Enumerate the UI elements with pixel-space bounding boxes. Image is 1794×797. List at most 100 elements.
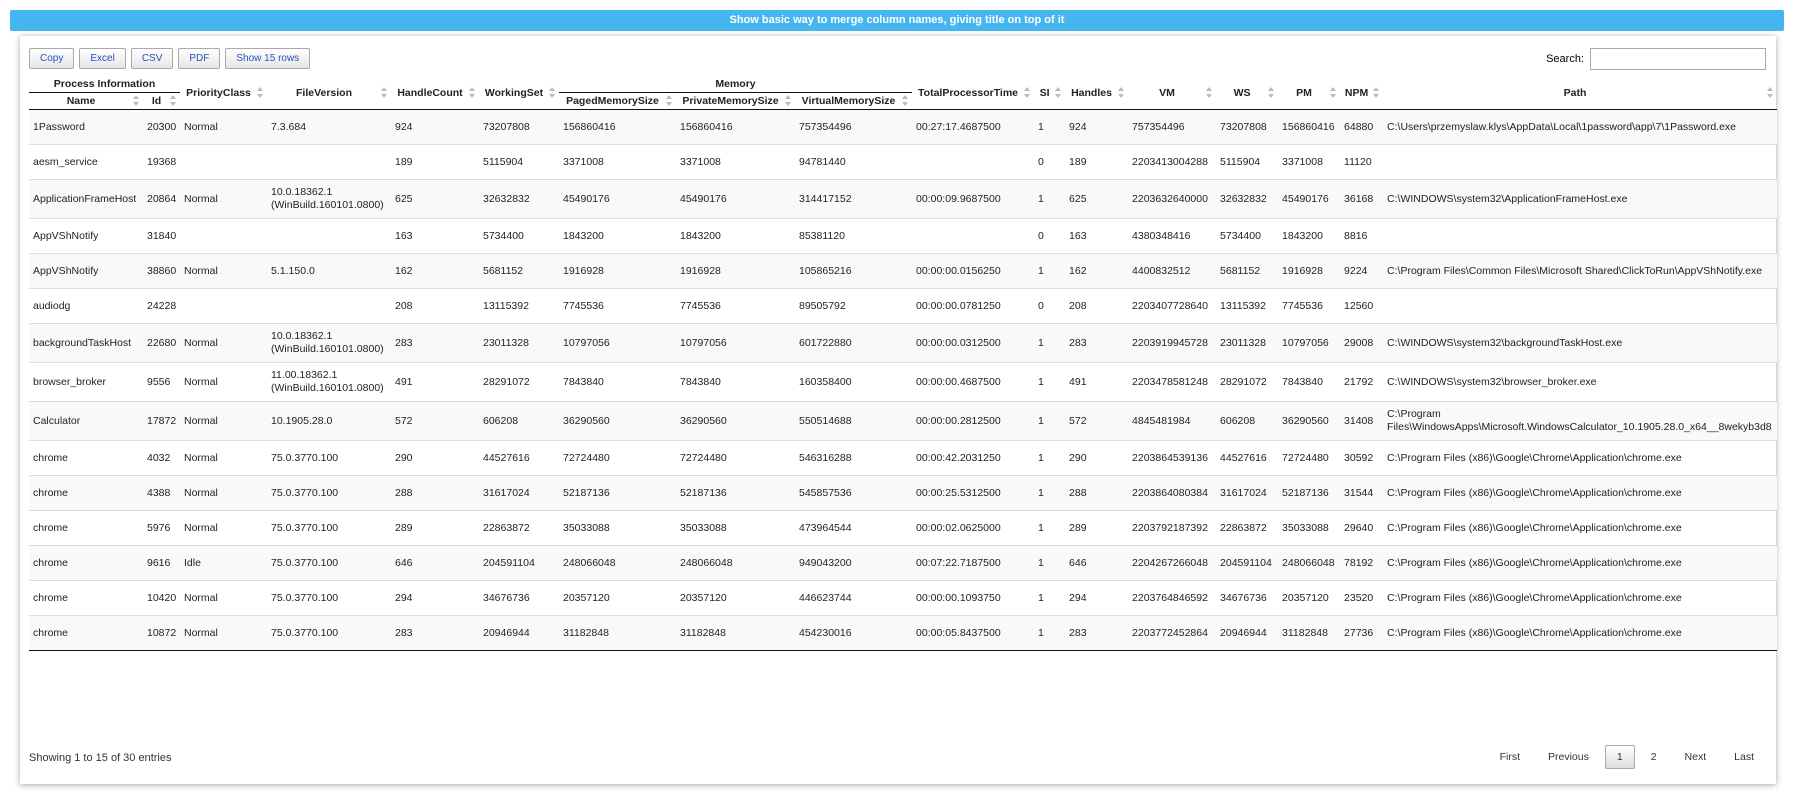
table-cell: Normal bbox=[180, 179, 267, 219]
page-button[interactable]: 2 bbox=[1650, 751, 1657, 763]
table-cell: 89505792 bbox=[795, 288, 913, 324]
table-cell: 10797056 bbox=[676, 323, 795, 363]
column-header[interactable]: VirtualMemorySize bbox=[795, 92, 913, 110]
table-cell: 94781440 bbox=[795, 144, 913, 180]
table-cell: AppVShNotify bbox=[29, 253, 143, 289]
table-row: AppVShNotify 31840 163 5734400 1843200 184320… bbox=[29, 218, 1778, 254]
table-cell: 20357120 bbox=[1278, 580, 1341, 616]
table-cell: 31182848 bbox=[1278, 615, 1341, 651]
column-header[interactable]: PM bbox=[1278, 76, 1341, 110]
table-cell: 1 bbox=[1034, 440, 1066, 476]
column-header[interactable]: Path bbox=[1383, 76, 1778, 110]
table-cell: 5734400 bbox=[1216, 218, 1279, 254]
table-cell: 7843840 bbox=[1278, 362, 1341, 402]
table-cell: ApplicationFrameHost bbox=[29, 179, 143, 219]
column-header[interactable]: Name bbox=[29, 92, 143, 110]
table-cell: 24228 bbox=[143, 288, 180, 324]
column-header[interactable]: TotalProcessorTime bbox=[912, 76, 1035, 110]
page-button[interactable]: Last bbox=[1734, 751, 1754, 763]
page-title: Show basic way to merge column names, gi… bbox=[10, 10, 1784, 31]
table-cell: 75.0.3770.100 bbox=[267, 545, 391, 581]
export-button[interactable]: Copy bbox=[29, 48, 75, 69]
column-header[interactable]: FileVersion bbox=[267, 76, 391, 110]
column-header[interactable]: Handles bbox=[1065, 76, 1129, 110]
page-button[interactable]: Previous bbox=[1548, 751, 1589, 763]
table-row: Calculator 17872 Normal 10.1905.28.0 572 6062… bbox=[29, 401, 1778, 441]
table-cell: 4400832512 bbox=[1128, 253, 1217, 289]
table-cell: 8816 bbox=[1340, 218, 1384, 254]
table-cell: 85381120 bbox=[795, 218, 913, 254]
column-header[interactable]: VM bbox=[1128, 76, 1217, 110]
table-row: chrome 4032 Normal 75.0.3770.100 290 44527616… bbox=[29, 440, 1778, 476]
table-cell: Normal bbox=[180, 440, 267, 476]
table-cell: C:\Users\przemyslaw.klys\AppData\Local\1… bbox=[1383, 109, 1778, 145]
column-header[interactable]: PagedMemorySize bbox=[559, 92, 676, 110]
table-cell: aesm_service bbox=[29, 144, 143, 180]
table-cell bbox=[180, 144, 267, 180]
table-cell: 5681152 bbox=[479, 253, 559, 289]
table-cell: 283 bbox=[391, 323, 479, 363]
table-row: AppVShNotify 38860 Normal 5.1.150.0 162 56811… bbox=[29, 253, 1778, 289]
export-button[interactable]: Show 15 rows bbox=[225, 48, 311, 69]
table-cell: 646 bbox=[1065, 545, 1129, 581]
column-header[interactable]: HandleCount bbox=[391, 76, 479, 110]
column-header[interactable]: PrivateMemorySize bbox=[676, 92, 795, 110]
table-cell: 36290560 bbox=[559, 401, 676, 441]
export-button[interactable]: PDF bbox=[178, 48, 221, 69]
table-cell: 20946944 bbox=[1216, 615, 1279, 651]
column-header[interactable]: PriorityClass bbox=[180, 76, 267, 110]
page-button[interactable]: Next bbox=[1684, 751, 1707, 763]
table-cell: 11.00.18362.1 (WinBuild.160101.0800) bbox=[267, 362, 391, 402]
table-cell: 35033088 bbox=[1278, 510, 1341, 546]
table-cell bbox=[267, 288, 391, 324]
table-cell: 1 bbox=[1034, 510, 1066, 546]
table-cell: 28291072 bbox=[1216, 362, 1279, 402]
table-cell: 29008 bbox=[1340, 323, 1384, 363]
column-header[interactable]: SI bbox=[1034, 76, 1066, 110]
export-button[interactable]: CSV bbox=[130, 48, 174, 69]
table-cell: 4032 bbox=[143, 440, 180, 476]
table-cell bbox=[1383, 144, 1778, 180]
table-cell: 31544 bbox=[1340, 475, 1384, 511]
table-cell: 1 bbox=[1034, 615, 1066, 651]
table-cell: 5976 bbox=[143, 510, 180, 546]
search-input[interactable] bbox=[1590, 48, 1766, 70]
column-header[interactable]: NPM bbox=[1340, 76, 1384, 110]
table-cell: 606208 bbox=[1216, 401, 1279, 441]
table-cell: 7745536 bbox=[676, 288, 795, 324]
table-cell: 20300 bbox=[143, 109, 180, 145]
page-button[interactable]: 1 bbox=[1604, 745, 1635, 769]
table-cell: 9224 bbox=[1340, 253, 1384, 289]
column-header[interactable]: WS bbox=[1216, 76, 1279, 110]
column-group-header: Process Information bbox=[29, 76, 180, 93]
table-cell: 4388 bbox=[143, 475, 180, 511]
table-cell bbox=[267, 218, 391, 254]
table-cell: 35033088 bbox=[559, 510, 676, 546]
table-cell: 924 bbox=[391, 109, 479, 145]
column-header[interactable]: WorkingSet bbox=[479, 76, 559, 110]
search-label: Search: bbox=[1546, 53, 1584, 65]
table-cell: 30592 bbox=[1340, 440, 1384, 476]
table-cell: 208 bbox=[1065, 288, 1129, 324]
export-button[interactable]: Excel bbox=[79, 48, 126, 69]
page-button[interactable]: First bbox=[1499, 751, 1520, 763]
table-cell: 29640 bbox=[1340, 510, 1384, 546]
table-cell: 314417152 bbox=[795, 179, 913, 219]
table-cell: C:\WINDOWS\system32\browser_broker.exe bbox=[1383, 362, 1778, 402]
table-cell: 23011328 bbox=[1216, 323, 1279, 363]
table-cell: 10.1905.28.0 bbox=[267, 401, 391, 441]
table-cell: Normal bbox=[180, 253, 267, 289]
table-cell: 44527616 bbox=[1216, 440, 1279, 476]
table-body: 1Password 20300 Normal 7.3.684 924 73207808 15… bbox=[29, 109, 1778, 651]
table-row: chrome 5976 Normal 75.0.3770.100 289 22863872… bbox=[29, 510, 1778, 546]
table-row: chrome 4388 Normal 75.0.3770.100 288 31617024… bbox=[29, 475, 1778, 511]
table-cell: 646 bbox=[391, 545, 479, 581]
column-header[interactable]: Id bbox=[143, 92, 180, 110]
table-cell: 189 bbox=[1065, 144, 1129, 180]
table-cell: 3371008 bbox=[1278, 144, 1341, 180]
table-cell: 13115392 bbox=[1216, 288, 1279, 324]
table-cell: 204591104 bbox=[1216, 545, 1279, 581]
table-cell: 38860 bbox=[143, 253, 180, 289]
table-cell: 52187136 bbox=[676, 475, 795, 511]
table-cell: 5115904 bbox=[1216, 144, 1279, 180]
